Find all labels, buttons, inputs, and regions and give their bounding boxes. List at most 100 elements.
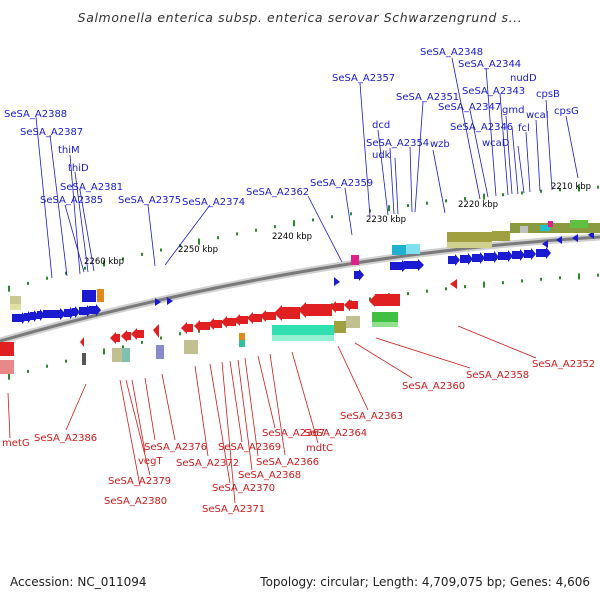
tick-labels: 2260 kbp 2250 kbp 2240 kbp 2230 kbp 2220… (84, 182, 591, 267)
accession-value: NC_011094 (77, 575, 147, 589)
tick-mark (578, 185, 580, 192)
gene-arrow (524, 248, 536, 260)
tick-label-2260: 2260 kbp (84, 257, 124, 267)
tick-mark (559, 188, 561, 192)
cog-box (492, 231, 510, 241)
gene-arrow (43, 308, 66, 320)
cog-box (540, 225, 550, 231)
gene-label: SeSA_A2359 (310, 178, 373, 189)
gene-label: SeSA_A2372 (176, 458, 239, 469)
cog-box (520, 226, 528, 233)
tick-mark (8, 373, 10, 380)
gene-label: SeSA_A2368 (238, 470, 301, 481)
gene-label: SeSA_A2376 (144, 442, 207, 453)
gene-label: SeSA_A2387 (20, 127, 83, 138)
cog-box (570, 220, 588, 228)
gene-label: SeSA_A2388 (4, 109, 67, 120)
gene-label: SeSA_A2385 (40, 195, 103, 206)
tick-label-2220: 2220 kbp (458, 200, 498, 210)
accession-label: Accession: (10, 575, 74, 589)
genes-value: 4,606 (555, 575, 590, 589)
forward-strand-genes (10, 220, 600, 324)
tick-mark (274, 225, 276, 229)
top-leader-lines (35, 57, 579, 279)
gene-arrow (260, 310, 276, 322)
gene-arrow (274, 305, 300, 321)
tick-row-upper (8, 185, 599, 292)
gene-arrow (234, 314, 248, 326)
tick-mark (578, 273, 580, 280)
gene-label: vegT (138, 456, 163, 467)
gene-arrow (121, 330, 131, 342)
gene-label: thiM (58, 145, 80, 156)
gene-arrow (344, 299, 358, 311)
genome-stats: Topology: circular; Length: 4,709,075 bp… (260, 575, 590, 589)
tick-mark (198, 238, 200, 245)
tick-mark (27, 369, 29, 373)
cog-box (510, 223, 600, 233)
gene-label: SeSA_A2369 (218, 442, 281, 453)
tick-mark (141, 252, 143, 256)
gene-label: SeSA_A2367 (262, 428, 325, 439)
gene-arrow (369, 294, 400, 307)
gene-arrow (208, 318, 222, 330)
gene-label: wcaD (482, 138, 510, 149)
tick-label-2210: 2210 kbp (551, 182, 591, 192)
gene-arrow (153, 324, 159, 338)
cog-box (82, 353, 86, 365)
tick-mark (597, 185, 599, 189)
tick-mark (103, 260, 105, 267)
gene-arrow (572, 234, 578, 242)
gene-label: SeSA_A2366 (256, 457, 319, 468)
gene-arrow (181, 322, 193, 334)
gene-arrow (512, 249, 525, 261)
tick-mark (388, 205, 390, 212)
tick-mark (8, 285, 10, 292)
gene-arrow (390, 260, 408, 272)
cog-box (447, 232, 492, 242)
tick-mark (122, 345, 124, 349)
gene-label: SeSA_A2358 (466, 370, 529, 381)
gene-label: SeSA_A2348 (420, 47, 483, 58)
gene-arrow (80, 337, 84, 347)
tick-mark (179, 244, 181, 248)
gene-label: cpsG (554, 106, 579, 117)
gene-label: SeSA_A2386 (34, 433, 97, 444)
topology-value: circular (320, 575, 365, 589)
tick-mark (426, 289, 428, 293)
gene-label: SeSA_A2364 (304, 428, 367, 439)
tick-mark (521, 191, 523, 195)
gene-arrow (484, 251, 499, 263)
cog-box (346, 316, 360, 328)
tick-mark (407, 204, 409, 208)
tick-mark (350, 212, 352, 216)
cog-box (156, 345, 164, 359)
gene-arrow (30, 310, 39, 322)
gene-label: gmd (502, 105, 524, 116)
gene-label: SeSA_A2380 (104, 496, 167, 507)
tick-mark (103, 348, 105, 355)
gene-label: nudD (510, 73, 537, 84)
cog-box (10, 296, 21, 304)
tick-mark (27, 281, 29, 285)
cog-box (548, 221, 553, 227)
cog-box (184, 340, 198, 354)
gene-arrow (472, 252, 485, 264)
gene-arrow (536, 247, 551, 259)
gene-arrow (556, 236, 562, 244)
map-title: Salmonella enterica subsp. enterica sero… (77, 10, 523, 25)
tick-mark (141, 340, 143, 344)
gene-arrow (498, 250, 513, 262)
cog-box (447, 242, 492, 248)
tick-mark (369, 297, 371, 301)
gene-label: thiD (68, 163, 89, 174)
tick-mark (255, 228, 257, 232)
tick-mark (217, 236, 219, 240)
gene-arrow (448, 254, 460, 266)
gene-box (97, 289, 104, 302)
gene-label: cpsB (536, 89, 560, 100)
tick-label-2230: 2230 kbp (366, 215, 406, 225)
bottom-leader-lines (7, 325, 537, 504)
cog-box (406, 244, 420, 254)
